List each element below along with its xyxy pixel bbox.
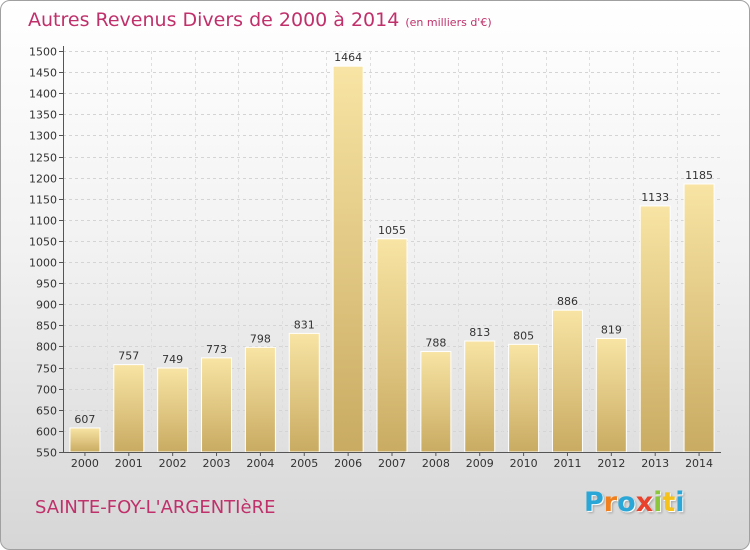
bar <box>421 352 451 452</box>
bar <box>640 206 670 452</box>
y-tick-label: 900 <box>36 299 57 312</box>
bar-value-label: 788 <box>425 337 446 350</box>
bar <box>114 365 144 452</box>
y-tick-label: 700 <box>36 384 57 397</box>
x-tick-label: 2013 <box>641 457 669 470</box>
y-tick-label: 1350 <box>29 109 57 122</box>
x-tick-label: 2001 <box>115 457 143 470</box>
brand-logo-letter: t <box>662 487 675 518</box>
bar <box>596 338 626 452</box>
y-tick-label: 1250 <box>29 152 57 165</box>
x-tick-label: 2011 <box>553 457 581 470</box>
y-tick-label: 1100 <box>29 215 57 228</box>
bar-value-label: 805 <box>513 329 534 342</box>
x-tick-label: 2000 <box>71 457 99 470</box>
x-tick-label: 2014 <box>685 457 713 470</box>
y-tick-label: 1400 <box>29 88 57 101</box>
x-tick-label: 2005 <box>290 457 318 470</box>
y-tick-label: 1200 <box>29 173 57 186</box>
y-tick-label: 1300 <box>29 130 57 143</box>
y-tick-label: 600 <box>36 426 57 439</box>
bar-value-label: 1133 <box>641 191 669 204</box>
y-tick-label: 950 <box>36 278 57 291</box>
bar <box>465 341 495 452</box>
y-tick-label: 650 <box>36 405 57 418</box>
bar <box>333 66 363 452</box>
bar <box>377 239 407 452</box>
brand-logo-letter: i <box>653 487 662 518</box>
brand-logo-letter: x <box>636 487 653 518</box>
bar-value-label: 1464 <box>334 51 362 64</box>
location-name: SAINTE-FOY-L'ARGENTIèRE <box>35 497 275 518</box>
x-tick-label: 2004 <box>246 457 274 470</box>
bar-value-label: 813 <box>469 326 490 339</box>
y-tick-label: 1050 <box>29 236 57 249</box>
x-tick-label: 2002 <box>159 457 187 470</box>
brand-logo-letter: P <box>584 487 604 518</box>
y-tick-label: 1450 <box>29 67 57 80</box>
y-tick-label: 1000 <box>29 257 57 270</box>
y-tick-label: 1500 <box>29 46 57 59</box>
bar <box>552 310 582 452</box>
brand-logo-letter: r <box>604 487 617 518</box>
bar <box>158 368 188 452</box>
x-tick-label: 2003 <box>203 457 231 470</box>
bar-value-label: 1055 <box>378 224 406 237</box>
x-tick-label: 2006 <box>334 457 362 470</box>
y-tick-label: 850 <box>36 320 57 333</box>
y-tick-label: 1150 <box>29 194 57 207</box>
bar-value-label: 749 <box>162 353 183 366</box>
y-tick-label: 800 <box>36 341 57 354</box>
brand-logo-letter: i <box>675 487 684 518</box>
bar <box>289 333 319 452</box>
bar <box>684 184 714 452</box>
bar-value-label: 798 <box>250 332 271 345</box>
x-tick-label: 2012 <box>597 457 625 470</box>
bar-value-label: 757 <box>118 350 139 363</box>
bar <box>70 428 100 452</box>
brand-logo-letter: o <box>617 487 636 518</box>
bar <box>245 347 275 452</box>
bar-value-label: 819 <box>601 323 622 336</box>
bars: 607 757 749 773 798 831 1464 1055 788 813 805 886 81… <box>70 51 714 452</box>
bar-value-label: 1185 <box>685 169 713 182</box>
bar <box>202 358 232 452</box>
x-tick-label: 2010 <box>510 457 538 470</box>
bar-value-label: 886 <box>557 295 578 308</box>
bar-value-label: 773 <box>206 343 227 356</box>
bar-value-label: 607 <box>74 413 95 426</box>
x-tick-label: 2007 <box>378 457 406 470</box>
bar-value-label: 831 <box>294 318 315 331</box>
y-tick-label: 750 <box>36 363 57 376</box>
x-tick-label: 2009 <box>466 457 494 470</box>
x-tick-label: 2008 <box>422 457 450 470</box>
y-tick-label: 550 <box>36 447 57 460</box>
bar <box>509 344 539 452</box>
brand-logo: Proxiti <box>584 487 685 518</box>
